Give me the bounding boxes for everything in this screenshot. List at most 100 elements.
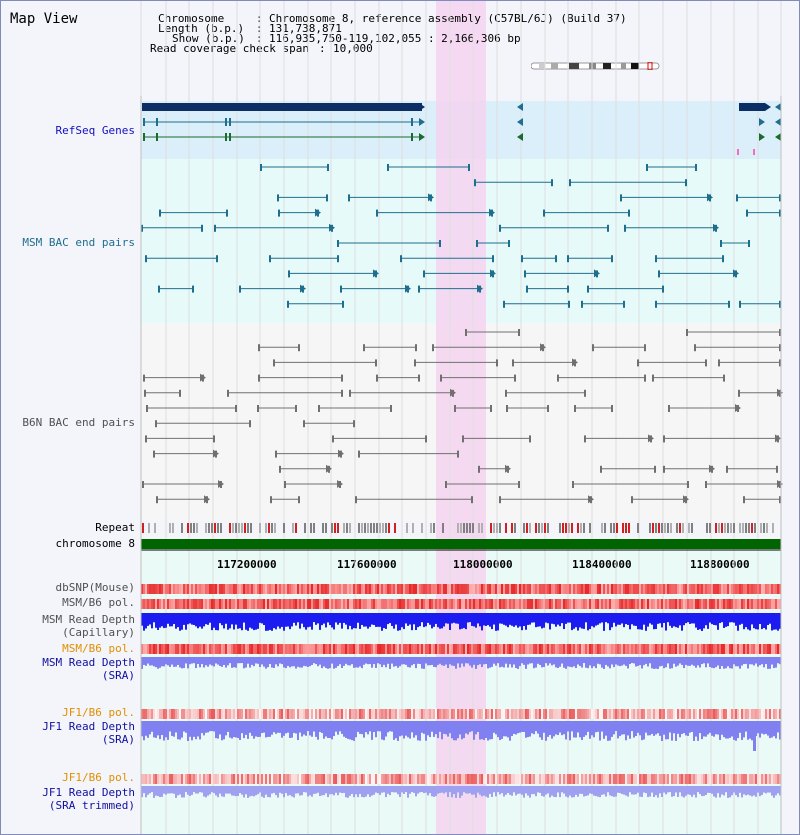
jf1-b6-pol-cell — [531, 774, 533, 784]
jf1-b6-pol-cell — [355, 709, 357, 719]
msm-b6-pol-cell — [335, 644, 337, 654]
repeat-element — [229, 523, 231, 533]
jf1-b6-pol-cell — [553, 709, 555, 719]
jf1-depth-sra-bar — [401, 721, 403, 736]
dbsnp-cell — [745, 584, 747, 594]
msm-depth-sra-bar — [527, 657, 529, 665]
b6n-bac-end — [332, 435, 334, 443]
msm-b6-pol-cell — [239, 599, 241, 609]
b6n-bac-end — [355, 496, 357, 504]
msm-b6-pol-cell — [439, 644, 441, 654]
jf1-b6-pol-cell — [511, 709, 513, 719]
msm-depth-sra-bar — [661, 657, 663, 666]
dbsnp-cell — [377, 584, 379, 594]
dbsnp-cell — [397, 584, 399, 594]
jf1-b6-pol-cell — [593, 774, 595, 784]
jf1-depth-trim-bar — [669, 786, 671, 793]
b6n-bac-arrow — [200, 373, 206, 382]
dbsnp-cell — [719, 584, 721, 594]
msm-depth-cap-bar — [677, 613, 679, 628]
msm-depth-sra-bar — [423, 657, 425, 669]
track-label-jf1-depth-sra[interactable]: JF1 Read Depth — [42, 720, 135, 733]
msm-depth-sra-bar — [621, 657, 623, 666]
track-label-msm-depth-cap[interactable]: MSM Read Depth — [42, 613, 135, 626]
msm-depth-sra-bar — [323, 657, 325, 667]
jf1-b6-pol-cell — [491, 709, 493, 719]
msm-b6-pol-cell — [297, 644, 299, 654]
jf1-b6-pol-cell — [775, 774, 777, 784]
track-label-b6n-bac[interactable]: B6N BAC end pairs — [22, 416, 135, 429]
msm-b6-pol-cell — [679, 599, 681, 609]
jf1-b6-pol-cell — [435, 709, 437, 719]
dbsnp-cell — [297, 584, 299, 594]
msm-b6-pol-cell — [761, 599, 763, 609]
jf1-depth-trim-bar — [657, 786, 659, 798]
msm-depth-sra-bar — [685, 657, 687, 665]
jf1-depth-sra-bar — [547, 721, 549, 737]
msm-depth-sra-bar — [291, 657, 293, 667]
jf1-b6-pol-cell — [713, 774, 715, 784]
jf1-b6-pol-cell — [775, 709, 777, 719]
track-label-jf1-b6-pol-1[interactable]: JF1/B6 pol. — [62, 706, 135, 719]
jf1-depth-trim-bar — [173, 786, 175, 794]
jf1-b6-pol-cell — [255, 709, 257, 719]
msm-depth-cap-bar — [729, 613, 731, 623]
jf1-depth-trim-bar — [417, 786, 419, 794]
track-label-jf1-b6-pol-2[interactable]: JF1/B6 pol. — [62, 771, 135, 784]
msm-depth-sra-bar — [327, 657, 329, 669]
jf1-depth-sra-bar — [213, 721, 215, 732]
track-label-msm-bac[interactable]: MSM BAC end pairs — [22, 236, 135, 249]
msm-depth-sra-bar — [321, 657, 323, 669]
track-label-dbsnp[interactable]: dbSNP(Mouse) — [55, 581, 135, 594]
jf1-b6-pol-cell — [259, 709, 261, 719]
msm-b6-pol-cell — [345, 644, 347, 654]
msm-depth-sra-bar — [359, 657, 361, 667]
jf1-depth-sra-bar — [651, 721, 653, 734]
msm-b6-pol-cell — [193, 644, 195, 654]
jf1-b6-pol-cell — [385, 774, 387, 784]
msm-b6-pol-cell — [329, 644, 331, 654]
jf1-depth-sra-bar — [565, 721, 567, 740]
repeat-element — [481, 523, 483, 533]
msm-b6-pol-cell — [631, 644, 633, 654]
track-label-chromosome[interactable]: chromosome 8 — [55, 537, 135, 550]
jf1-depth-sra-bar — [313, 721, 315, 732]
msm-bac-end — [567, 285, 569, 293]
jf1-depth-sra-bar — [589, 721, 591, 739]
b6n-bac-end — [414, 359, 416, 367]
dbsnp-cell — [757, 584, 759, 594]
dbsnp-cell — [437, 584, 439, 594]
jf1-depth-sra-bar — [407, 721, 409, 738]
track-label-msm-b6-pol-2[interactable]: MSM/B6 pol. — [62, 642, 135, 655]
msm-b6-pol-cell — [217, 644, 219, 654]
track-label-jf1-depth-trim[interactable]: JF1 Read Depth — [42, 786, 135, 799]
msm-depth-sra-bar — [671, 657, 673, 669]
msm-b6-pol-cell — [505, 644, 507, 654]
msm-b6-pol-cell — [775, 599, 777, 609]
jf1-depth-sra-bar — [575, 721, 577, 738]
jf1-b6-pol-cell — [311, 774, 313, 784]
track-label-msm-depth-sra[interactable]: MSM Read Depth — [42, 656, 135, 669]
track-label-repeat[interactable]: Repeat — [95, 521, 135, 534]
jf1-b6-pol-cell — [141, 774, 143, 784]
jf1-depth-trim-bar — [329, 786, 331, 795]
msm-depth-cap-bar — [367, 613, 369, 629]
msm-b6-pol-cell — [427, 599, 429, 609]
jf1-depth-sra-bar — [197, 721, 199, 737]
jf1-b6-pol-cell — [681, 709, 683, 719]
track-label-msm-b6-pol-1[interactable]: MSM/B6 pol. — [62, 596, 135, 609]
b6n-bac-end — [505, 389, 507, 397]
msm-b6-pol-cell — [359, 599, 361, 609]
b6n-bac-end — [153, 450, 155, 458]
msm-b6-pol-cell — [597, 644, 599, 654]
jf1-depth-sra-bar — [623, 721, 625, 735]
msm-b6-pol-cell — [611, 599, 613, 609]
dbsnp-cell — [529, 584, 531, 594]
track-label-refseq[interactable]: RefSeq Genes — [55, 124, 135, 137]
msm-b6-pol-cell — [569, 644, 571, 654]
repeat-element — [571, 523, 573, 533]
repeat-element — [193, 523, 195, 533]
msm-b6-pol-cell — [719, 644, 721, 654]
jf1-depth-sra-bar — [521, 721, 523, 732]
